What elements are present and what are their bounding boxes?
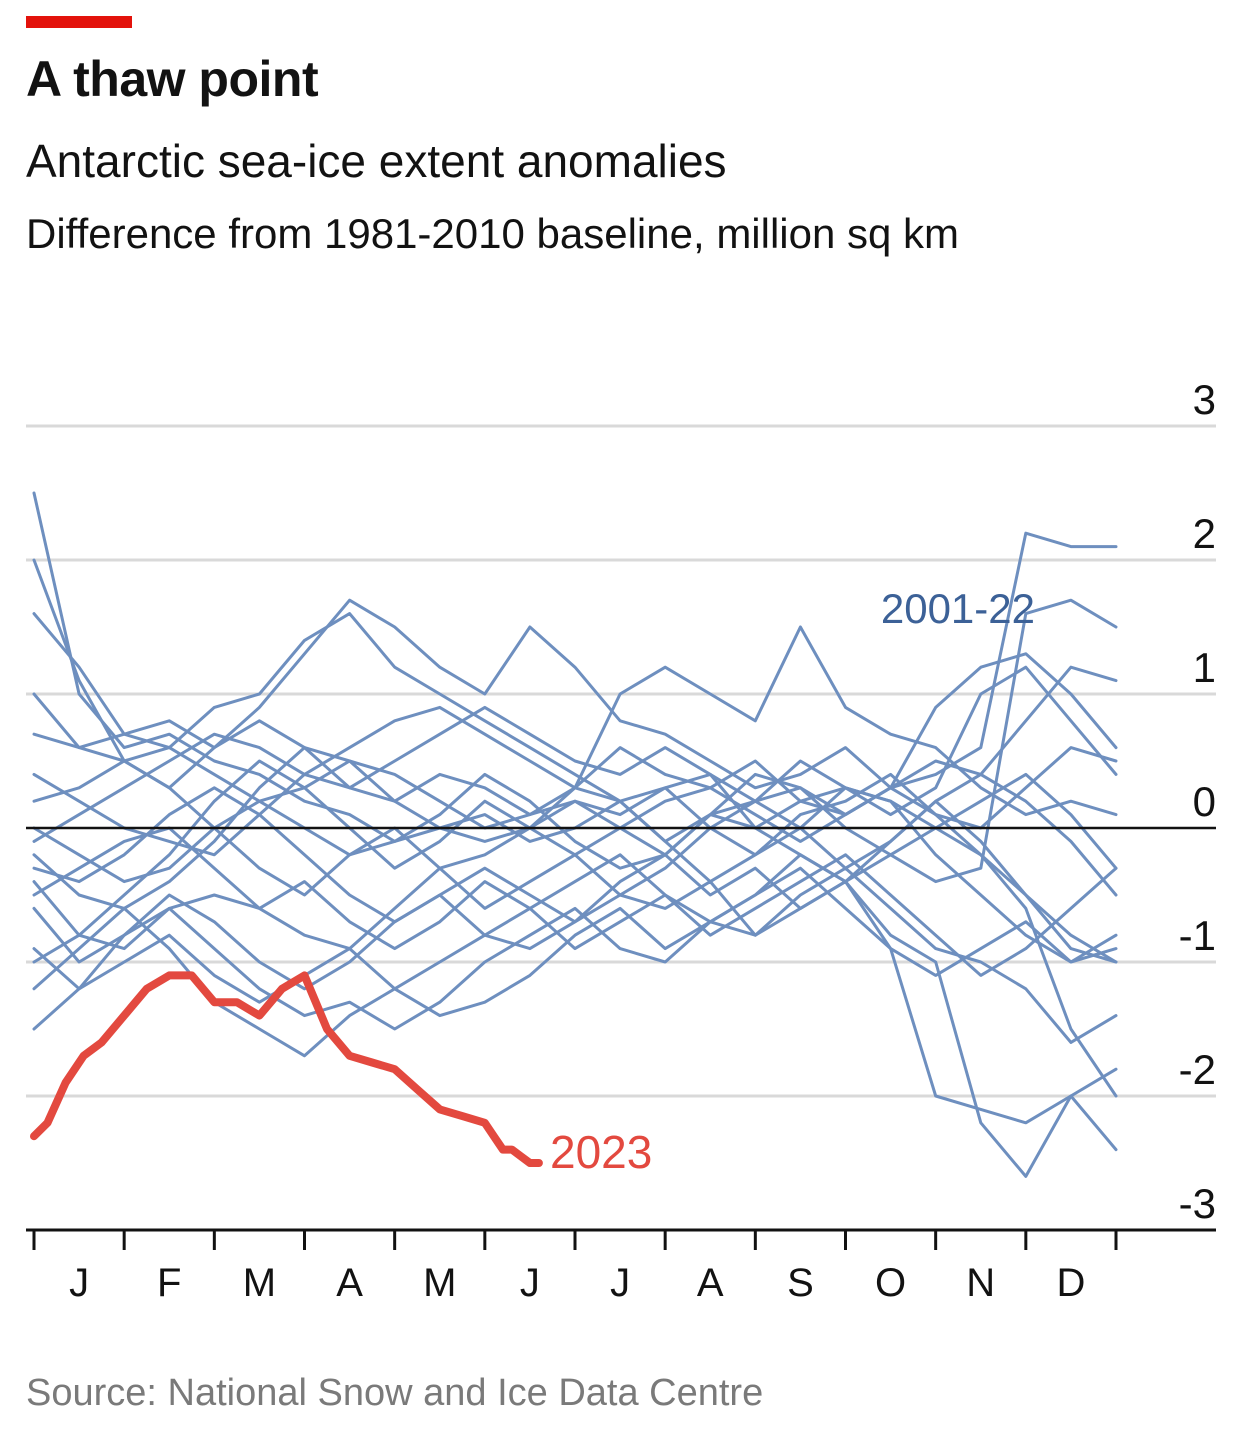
history-series-line bbox=[32, 786, 1118, 964]
chart-title: A thaw point bbox=[26, 51, 319, 107]
highlight-series-layer bbox=[30, 971, 543, 1167]
history-series-line bbox=[32, 665, 1118, 843]
y-tick-label: 1 bbox=[1193, 644, 1216, 691]
y-tick-label: 0 bbox=[1193, 778, 1216, 825]
history-series-layer bbox=[32, 491, 1118, 1178]
chart-subtitle: Antarctic sea-ice extent anomalies bbox=[26, 135, 727, 187]
y-tick-label: 2 bbox=[1193, 510, 1216, 557]
x-tick-label: M bbox=[243, 1261, 276, 1305]
x-tick-label: A bbox=[697, 1261, 724, 1305]
x-tick-label: M bbox=[423, 1261, 456, 1305]
series-line-2023 bbox=[30, 971, 543, 1167]
history-series-line bbox=[32, 866, 1118, 1044]
x-tick-label: J bbox=[520, 1261, 540, 1305]
y-tick-label: -1 bbox=[1179, 912, 1216, 959]
x-tick-label: A bbox=[336, 1261, 363, 1305]
history-series-line bbox=[32, 598, 1118, 790]
y-tick-label: -2 bbox=[1179, 1046, 1216, 1093]
x-tick-label: S bbox=[787, 1261, 814, 1305]
x-tick-label: D bbox=[1056, 1261, 1085, 1305]
history-series-line bbox=[32, 491, 1118, 964]
x-tick-label: N bbox=[966, 1261, 995, 1305]
history-series-line bbox=[32, 880, 1118, 1125]
x-tick-label: F bbox=[157, 1261, 181, 1305]
grid-layer: 3 2 1 0 -1 -2 -3 bbox=[26, 376, 1216, 1227]
y-tick-label: -3 bbox=[1179, 1180, 1216, 1227]
history-series-line bbox=[32, 759, 1118, 1098]
history-series-line bbox=[32, 826, 1118, 977]
history-series-label: 2001-22 bbox=[881, 585, 1035, 632]
x-tick-label: J bbox=[69, 1261, 89, 1305]
series-label-2023: 2023 bbox=[550, 1126, 652, 1178]
history-series-line bbox=[32, 853, 1118, 991]
chart-unit-description: Difference from 1981-2010 baseline, mill… bbox=[26, 210, 960, 257]
y-tick-label: 3 bbox=[1193, 376, 1216, 423]
x-tick-label: O bbox=[875, 1261, 906, 1305]
brand-accent-bar bbox=[26, 16, 132, 28]
x-tick-label: J bbox=[610, 1261, 630, 1305]
line-chart: 3 2 1 0 -1 -2 -3 J F M A M J J A S O N D 2001-22 2023 bbox=[26, 376, 1216, 1305]
source-note: Source: National Snow and Ice Data Centr… bbox=[26, 1372, 764, 1414]
